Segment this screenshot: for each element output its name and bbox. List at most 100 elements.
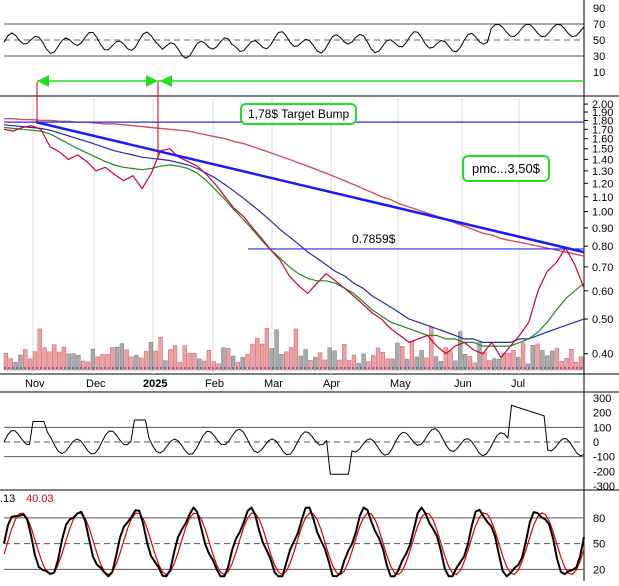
cci-tick-300: 300 [593, 393, 611, 405]
price-tick-1.80: 1.80 [592, 115, 613, 127]
volume-bar [235, 361, 241, 371]
volume-bar [293, 328, 299, 371]
volume-bar [525, 363, 531, 371]
volume-bar [308, 360, 313, 371]
volume-bar [443, 347, 448, 371]
volume-bar [47, 351, 52, 371]
price-tick-1.90: 1.90 [592, 107, 613, 119]
volume-bar [414, 356, 419, 371]
volume-bar [201, 360, 207, 371]
volume-bar [516, 357, 521, 371]
volume-bar [574, 361, 579, 371]
volume-bar [182, 345, 187, 371]
volume-bar [467, 356, 473, 371]
rsi-panel-bg [0, 0, 619, 72]
volume-bar [221, 347, 226, 371]
volume-bar [124, 349, 129, 371]
volume-bar [482, 351, 487, 371]
volume-bar [250, 343, 255, 371]
x-tick-Feb: Feb [205, 378, 224, 390]
volume-bar [535, 343, 540, 371]
volume-bar [554, 348, 560, 371]
volume-bar [206, 350, 212, 371]
volume-bar [119, 343, 125, 371]
volume-bar [42, 347, 47, 371]
volume-bar [158, 337, 163, 371]
cci-tick-200: 200 [593, 408, 611, 420]
volume-bar [259, 343, 265, 371]
volume-bar [192, 353, 197, 371]
volume-bar [375, 347, 381, 371]
x-tick-Jun: Jun [454, 378, 472, 390]
volume-bar [511, 350, 516, 371]
stoch-tick-20: 20 [593, 564, 605, 576]
volume-bar [3, 352, 9, 371]
volume-bar [487, 360, 492, 371]
volume-bar [462, 354, 468, 371]
volume-bar [501, 352, 506, 371]
volume-bar [264, 327, 270, 371]
volume-bar [18, 354, 23, 371]
ema-mid-line [3, 124, 585, 343]
volume-bar [197, 358, 202, 371]
volume-bar [81, 360, 86, 371]
ema-slow-line [4, 117, 585, 257]
volume-bar [346, 360, 352, 371]
volume-bar [549, 350, 555, 371]
level-label: 0.7859$ [352, 232, 396, 246]
price-tick-1.60: 1.60 [592, 134, 613, 146]
volume-bar [578, 356, 584, 371]
x-tick-Jul: Jul [511, 378, 525, 390]
volume-bar [27, 358, 33, 371]
volume-bar [230, 355, 236, 371]
price-tick-1.20: 1.20 [592, 178, 613, 190]
volume-bar [163, 360, 168, 371]
cci-line [3, 404, 585, 475]
price-line [3, 125, 585, 359]
volume-bar [496, 359, 502, 371]
volume-bar [366, 361, 371, 371]
volume-bar [322, 359, 328, 371]
cci-tick-100: 100 [593, 422, 611, 434]
ema-fast-line [3, 126, 585, 347]
volume-bar [255, 337, 260, 371]
volume-bar [342, 344, 347, 371]
stoch-k-line [3, 506, 585, 578]
stoch-tick-80: 80 [593, 513, 605, 525]
rsi-line [3, 23, 585, 59]
volume-bar [66, 353, 71, 371]
price-tick-1.50: 1.50 [592, 144, 613, 156]
volume-bar [288, 347, 294, 371]
price-tick-1.70: 1.70 [592, 124, 613, 136]
x-tick-2025: 2025 [143, 378, 167, 390]
price-tick-0.50: 0.50 [592, 314, 613, 326]
volume-bar [559, 361, 564, 371]
volume-bar [177, 361, 183, 371]
volume-bar [380, 351, 386, 371]
volume-bar [110, 347, 115, 371]
volume-bar [85, 361, 91, 371]
target-bump-callout: 1,78$ Target Bump [240, 103, 358, 125]
stoch-tick-50: 50 [593, 539, 605, 551]
pmc-callout: pmc...3,50$ [462, 155, 550, 182]
volume-bar [477, 342, 482, 371]
price-tick-1.30: 1.30 [592, 166, 613, 178]
volume-bar [424, 357, 429, 371]
volume-bar [95, 356, 100, 371]
volume-bar [284, 351, 289, 371]
arrow-head-left-1 [37, 75, 49, 87]
volume-bar [298, 355, 303, 371]
volume-bar [114, 346, 120, 371]
price-tick-1.10: 1.10 [592, 192, 613, 204]
rsi-tick-50: 50 [593, 35, 605, 47]
volume-bar [32, 351, 38, 371]
cci-tick--300: -300 [593, 481, 615, 493]
volume-bar [433, 356, 439, 371]
volume-bar [371, 355, 376, 371]
volume-bar [245, 354, 250, 371]
volume-bar [317, 352, 323, 371]
volume-bar [211, 361, 216, 371]
x-tick-Mar: Mar [264, 378, 283, 390]
